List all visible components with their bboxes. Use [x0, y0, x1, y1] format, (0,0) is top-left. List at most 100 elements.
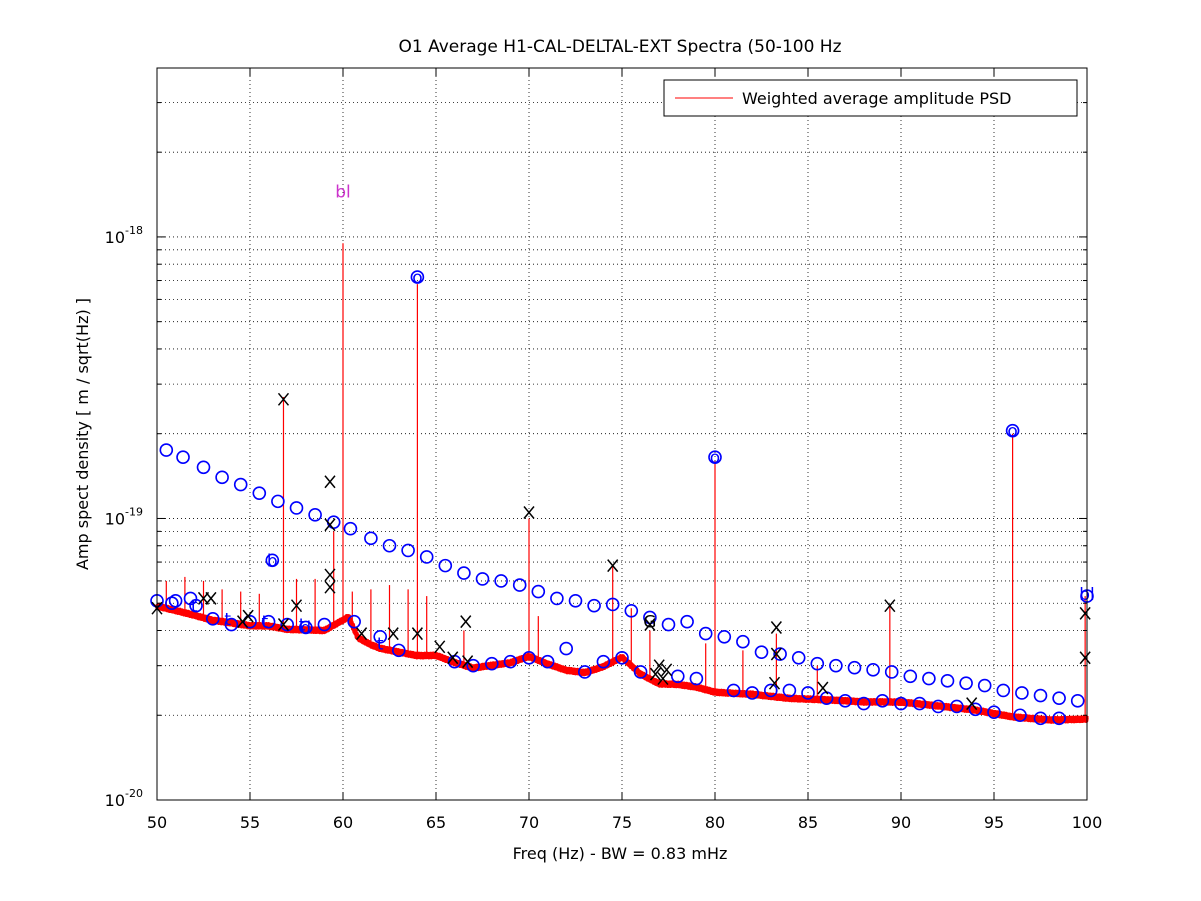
x-marker-stroke [1079, 606, 1091, 620]
text-marker: d [300, 618, 311, 638]
circle-marker [708, 450, 722, 465]
circle-marker [763, 683, 778, 698]
text-marker: o [710, 448, 720, 468]
x-marker-stroke [649, 667, 662, 681]
x-marker [607, 559, 619, 573]
x-marker [356, 627, 368, 641]
x-marker [770, 647, 782, 661]
x-tick-label: 60 [333, 813, 353, 832]
x-marker-stroke [770, 620, 782, 634]
x-marker-stroke [290, 599, 303, 613]
x-marker-stroke [653, 659, 665, 673]
circle-marker [884, 665, 899, 679]
x-marker-stroke [1079, 651, 1091, 665]
circle-marker [317, 617, 332, 632]
circle-marker [347, 614, 361, 629]
circle-marker [550, 591, 564, 606]
circle-marker [484, 656, 499, 671]
y-tick-label: 10-18 [105, 224, 143, 247]
circle-marker [176, 450, 190, 465]
circle-marker [280, 617, 295, 632]
x-marker [1079, 651, 1091, 665]
circle-marker [829, 658, 843, 673]
x-marker [523, 506, 535, 519]
circle-marker [745, 686, 760, 700]
x-marker [387, 627, 399, 641]
x-marker-stroke [966, 697, 978, 711]
circle-marker [466, 658, 481, 673]
x-marker [768, 676, 781, 690]
x-marker-stroke [324, 568, 336, 582]
x-marker [653, 659, 665, 673]
x-marker [277, 618, 290, 632]
circle-marker [959, 676, 973, 690]
circle-marker [587, 598, 601, 613]
circle-marker [801, 686, 815, 700]
x-tick-label: 90 [891, 813, 911, 832]
x-marker [884, 599, 896, 613]
x-marker-stroke [277, 392, 290, 406]
x-marker [411, 627, 423, 641]
x-marker [324, 475, 336, 489]
circle-marker [596, 654, 611, 669]
circle-marker [680, 614, 694, 629]
circle-marker [791, 650, 806, 665]
circle-marker [968, 702, 983, 717]
x-marker-stroke [523, 506, 535, 519]
x-marker-stroke [434, 640, 446, 654]
circle-marker [165, 596, 179, 611]
circle-marker [265, 553, 280, 568]
circle-marker [531, 584, 546, 599]
circle-marker [698, 626, 713, 641]
circle-marker [382, 538, 397, 553]
x-tick-label: 85 [798, 813, 818, 832]
circle-marker [1013, 708, 1027, 723]
circle-marker [670, 669, 685, 684]
circle-marker [457, 566, 471, 580]
x-marker [205, 591, 217, 605]
circle-marker [308, 508, 322, 522]
y-tick-label: 10-19 [105, 505, 143, 528]
text-marker: t [299, 616, 306, 636]
x-marker [324, 580, 336, 594]
x-marker-stroke [387, 627, 399, 641]
circle-marker [196, 460, 211, 475]
x-marker-stroke [770, 647, 782, 661]
circle-marker [1015, 686, 1029, 700]
circle-marker [605, 597, 620, 612]
circle-marker [912, 696, 927, 711]
circle-marker [189, 598, 203, 613]
circle-marker [1052, 711, 1066, 726]
x-marker-stroke [324, 518, 336, 532]
x-tick-label: 75 [612, 813, 632, 832]
circle-marker [949, 699, 964, 714]
circle-marker [987, 705, 1001, 720]
circle-marker [922, 671, 936, 686]
x-tick-label: 80 [705, 813, 725, 832]
circle-marker [261, 614, 276, 629]
circle-marker [494, 574, 508, 588]
x-marker-stroke [356, 627, 368, 641]
circle-marker [1052, 691, 1066, 705]
x-axis-label: Freq (Hz) - BW = 0.83 mHz [513, 844, 728, 863]
circle-marker [522, 650, 536, 665]
x-marker [644, 618, 656, 632]
x-marker-stroke [661, 663, 673, 677]
x-marker-stroke [447, 651, 459, 665]
circle-marker [215, 470, 229, 485]
x-marker-stroke [205, 591, 217, 605]
circle-marker [977, 678, 992, 693]
circle-marker [1033, 688, 1048, 703]
text-marker: t [377, 634, 384, 654]
text-marker: t [262, 613, 269, 633]
circle-marker [410, 270, 425, 284]
circle-marker [224, 617, 239, 632]
circle-marker [903, 669, 918, 684]
circle-marker [661, 617, 676, 632]
circle-marker [391, 643, 406, 658]
text-marker: b [267, 551, 278, 571]
circle-marker [736, 634, 750, 649]
circle-marker [475, 572, 490, 586]
circle-marker [401, 543, 415, 558]
